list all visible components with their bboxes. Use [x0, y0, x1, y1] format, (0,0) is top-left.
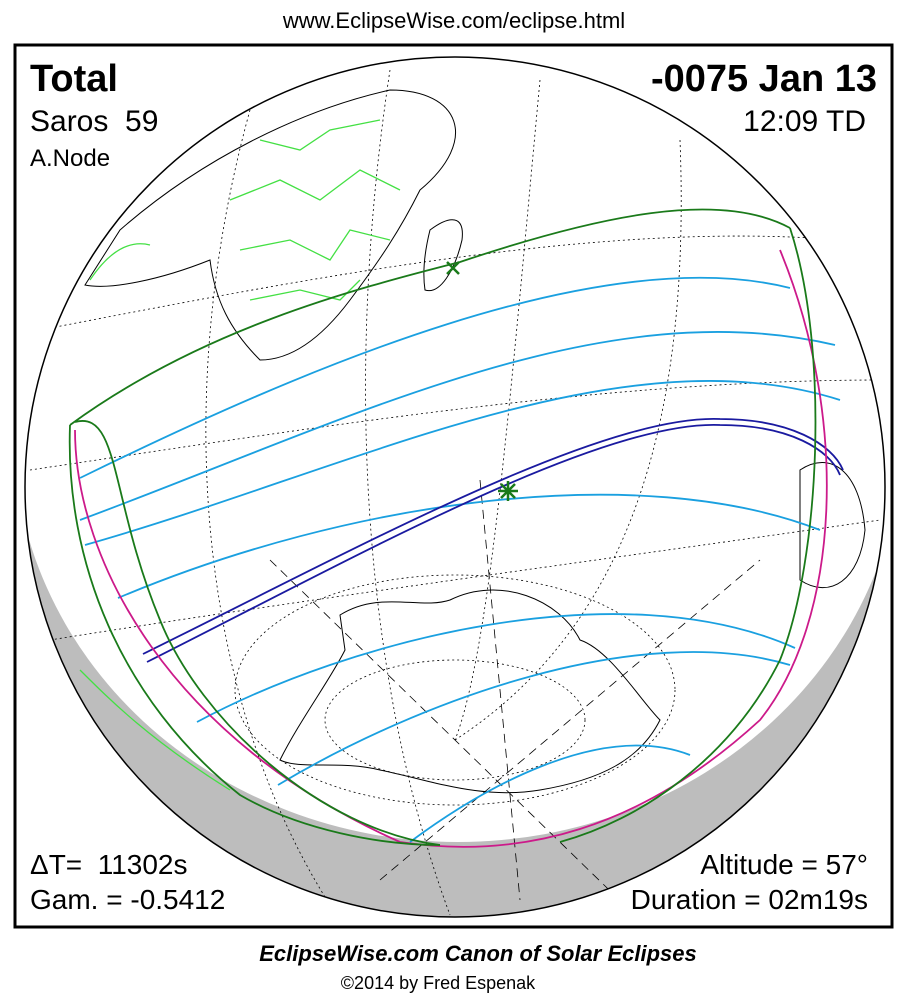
eclipse-path-part — [69, 208, 791, 426]
graticule — [29, 69, 881, 916]
altitude: Altitude = 57° — [700, 849, 868, 880]
gamma: Gam. = -0.5412 — [30, 884, 225, 915]
footer-credit: ©2014 by Fred Espenak — [341, 973, 536, 993]
eclipse-path-part — [277, 651, 791, 786]
graticule-part — [29, 379, 881, 471]
eclipse-path-part — [196, 613, 796, 723]
duration: Duration = 02m19s — [631, 884, 868, 915]
markers-part — [446, 261, 460, 275]
eclipse-path-part — [74, 249, 828, 848]
coastlines-part — [423, 219, 463, 292]
borders-part — [249, 279, 361, 301]
graticule-part — [49, 519, 881, 641]
globe-part — [25, 57, 885, 842]
url: www.EclipseWise.com/eclipse.html — [282, 8, 625, 33]
borders — [79, 119, 401, 791]
coastlines-part — [799, 462, 866, 589]
eclipse-path — [68, 208, 844, 848]
date: -0075 Jan 13 — [651, 58, 877, 100]
eclipse-path-part — [117, 493, 821, 599]
eclipse-path-part — [79, 276, 791, 479]
axes — [269, 479, 761, 917]
delta-t: ΔT= 11302s — [30, 849, 188, 880]
eclipse-path-part — [84, 380, 841, 546]
eclipse-path-part — [142, 418, 844, 655]
time: 12:09 TD — [743, 105, 866, 138]
coastlines-part — [84, 89, 457, 361]
eclipse-type: Total — [30, 58, 118, 100]
eclipse-path-part — [559, 227, 817, 843]
footer-title: EclipseWise.com Canon of Solar Eclipses — [259, 941, 697, 966]
eclipse-path-part — [146, 424, 841, 663]
graticule-part — [39, 235, 841, 331]
borders-part — [79, 669, 231, 791]
borders-part — [259, 119, 381, 151]
eclipse-path-part — [79, 331, 836, 521]
axes-part — [379, 559, 761, 881]
graticule-part — [454, 139, 682, 741]
eclipse-path-part — [409, 744, 691, 843]
globe-outline — [24, 56, 886, 918]
borders-part — [89, 243, 151, 281]
graticule-part — [454, 79, 541, 741]
axes-part — [269, 559, 641, 917]
saros: Saros 59 — [30, 105, 158, 138]
node: A.Node — [30, 145, 110, 172]
graticule-part — [234, 574, 676, 806]
axes-part — [479, 479, 521, 901]
coastlines — [84, 89, 866, 794]
globe — [25, 57, 885, 917]
eclipse-path-part — [68, 424, 441, 846]
markers-part — [498, 481, 518, 501]
borders-part — [229, 169, 401, 201]
markers — [446, 261, 518, 501]
eclipse-path-part — [74, 420, 441, 846]
borders-part — [239, 229, 391, 261]
coastlines-part — [279, 589, 661, 794]
graticule-part — [324, 659, 586, 781]
graticule-part — [365, 69, 451, 916]
